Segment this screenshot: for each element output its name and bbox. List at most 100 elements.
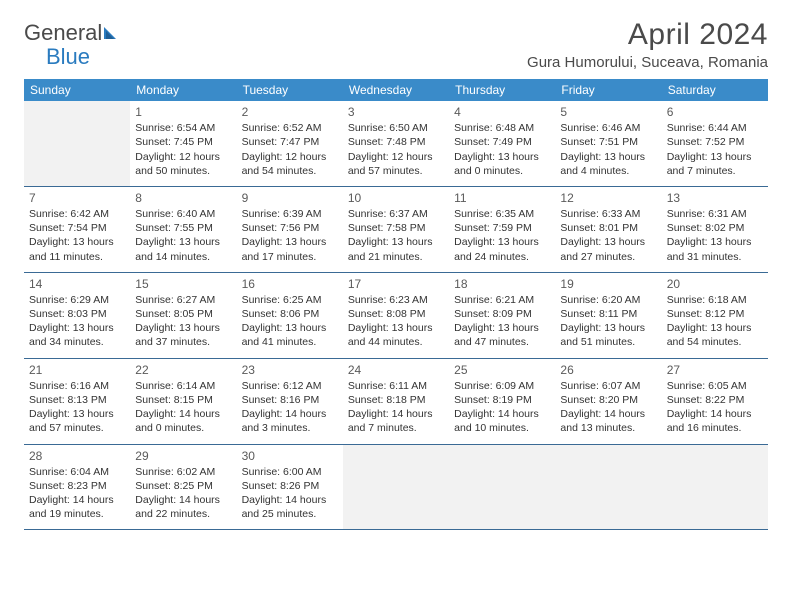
sunset-text: Sunset: 8:22 PM <box>667 393 763 407</box>
day-number: 7 <box>29 190 125 206</box>
logo-sail-icon <box>102 25 122 46</box>
day-cell: 1Sunrise: 6:54 AMSunset: 7:45 PMDaylight… <box>130 101 236 186</box>
daylight-text: Daylight: 13 hours <box>348 321 444 335</box>
day-cell: 10Sunrise: 6:37 AMSunset: 7:58 PMDayligh… <box>343 187 449 272</box>
day-number: 25 <box>454 362 550 378</box>
daylight-text: Daylight: 13 hours <box>135 235 231 249</box>
day-number: 11 <box>454 190 550 206</box>
daylight-text: Daylight: 13 hours <box>135 321 231 335</box>
weekday-header: Tuesday <box>237 79 343 101</box>
day-cell: 3Sunrise: 6:50 AMSunset: 7:48 PMDaylight… <box>343 101 449 186</box>
daylight-text: and 50 minutes. <box>135 164 231 178</box>
daylight-text: and 54 minutes. <box>667 335 763 349</box>
day-cell: 21Sunrise: 6:16 AMSunset: 8:13 PMDayligh… <box>24 359 130 444</box>
day-number: 20 <box>667 276 763 292</box>
calendar-week: 1Sunrise: 6:54 AMSunset: 7:45 PMDaylight… <box>24 101 768 187</box>
daylight-text: and 19 minutes. <box>29 507 125 521</box>
sunrise-text: Sunrise: 6:29 AM <box>29 293 125 307</box>
daylight-text: and 54 minutes. <box>242 164 338 178</box>
daylight-text: Daylight: 14 hours <box>348 407 444 421</box>
day-number: 30 <box>242 448 338 464</box>
sunrise-text: Sunrise: 6:00 AM <box>242 465 338 479</box>
logo-text-block: General Blue <box>24 22 122 69</box>
day-cell: 30Sunrise: 6:00 AMSunset: 8:26 PMDayligh… <box>237 445 343 530</box>
day-number: 2 <box>242 104 338 120</box>
day-cell: 15Sunrise: 6:27 AMSunset: 8:05 PMDayligh… <box>130 273 236 358</box>
daylight-text: Daylight: 13 hours <box>667 321 763 335</box>
sunset-text: Sunset: 7:51 PM <box>560 135 656 149</box>
day-number: 9 <box>242 190 338 206</box>
sunrise-text: Sunrise: 6:44 AM <box>667 121 763 135</box>
sunrise-text: Sunrise: 6:23 AM <box>348 293 444 307</box>
day-cell: 20Sunrise: 6:18 AMSunset: 8:12 PMDayligh… <box>662 273 768 358</box>
sunrise-text: Sunrise: 6:21 AM <box>454 293 550 307</box>
sunrise-text: Sunrise: 6:02 AM <box>135 465 231 479</box>
day-number: 29 <box>135 448 231 464</box>
day-cell: 7Sunrise: 6:42 AMSunset: 7:54 PMDaylight… <box>24 187 130 272</box>
day-cell: 12Sunrise: 6:33 AMSunset: 8:01 PMDayligh… <box>555 187 661 272</box>
day-cell: 18Sunrise: 6:21 AMSunset: 8:09 PMDayligh… <box>449 273 555 358</box>
day-cell: 23Sunrise: 6:12 AMSunset: 8:16 PMDayligh… <box>237 359 343 444</box>
daylight-text: and 25 minutes. <box>242 507 338 521</box>
daylight-text: Daylight: 14 hours <box>135 407 231 421</box>
daylight-text: Daylight: 14 hours <box>29 493 125 507</box>
day-number: 28 <box>29 448 125 464</box>
month-title: April 2024 <box>527 18 768 52</box>
day-number: 17 <box>348 276 444 292</box>
day-number: 23 <box>242 362 338 378</box>
daylight-text: Daylight: 14 hours <box>135 493 231 507</box>
sunrise-text: Sunrise: 6:33 AM <box>560 207 656 221</box>
sunrise-text: Sunrise: 6:07 AM <box>560 379 656 393</box>
weekday-header: Sunday <box>24 79 130 101</box>
day-cell: 17Sunrise: 6:23 AMSunset: 8:08 PMDayligh… <box>343 273 449 358</box>
day-cell: 6Sunrise: 6:44 AMSunset: 7:52 PMDaylight… <box>662 101 768 186</box>
day-cell: 2Sunrise: 6:52 AMSunset: 7:47 PMDaylight… <box>237 101 343 186</box>
day-cell: 4Sunrise: 6:48 AMSunset: 7:49 PMDaylight… <box>449 101 555 186</box>
daylight-text: and 21 minutes. <box>348 250 444 264</box>
sunset-text: Sunset: 8:02 PM <box>667 221 763 235</box>
daylight-text: and 22 minutes. <box>135 507 231 521</box>
daylight-text: Daylight: 13 hours <box>454 235 550 249</box>
sunset-text: Sunset: 8:12 PM <box>667 307 763 321</box>
day-cell: 29Sunrise: 6:02 AMSunset: 8:25 PMDayligh… <box>130 445 236 530</box>
sunrise-text: Sunrise: 6:39 AM <box>242 207 338 221</box>
calendar-page: General Blue April 2024 Gura Humorului, … <box>0 0 792 530</box>
daylight-text: and 34 minutes. <box>29 335 125 349</box>
day-number: 3 <box>348 104 444 120</box>
day-cell: 19Sunrise: 6:20 AMSunset: 8:11 PMDayligh… <box>555 273 661 358</box>
day-number: 1 <box>135 104 231 120</box>
sunset-text: Sunset: 7:59 PM <box>454 221 550 235</box>
calendar-week: 28Sunrise: 6:04 AMSunset: 8:23 PMDayligh… <box>24 445 768 531</box>
daylight-text: Daylight: 13 hours <box>242 321 338 335</box>
day-number: 16 <box>242 276 338 292</box>
calendar-week: 21Sunrise: 6:16 AMSunset: 8:13 PMDayligh… <box>24 359 768 445</box>
sunset-text: Sunset: 7:47 PM <box>242 135 338 149</box>
daylight-text: and 41 minutes. <box>242 335 338 349</box>
daylight-text: Daylight: 13 hours <box>454 150 550 164</box>
day-cell: 28Sunrise: 6:04 AMSunset: 8:23 PMDayligh… <box>24 445 130 530</box>
day-cell-blank <box>555 445 661 530</box>
daylight-text: Daylight: 13 hours <box>29 321 125 335</box>
daylight-text: and 7 minutes. <box>667 164 763 178</box>
daylight-text: and 0 minutes. <box>454 164 550 178</box>
daylight-text: Daylight: 13 hours <box>348 235 444 249</box>
daylight-text: and 0 minutes. <box>135 421 231 435</box>
day-number: 5 <box>560 104 656 120</box>
sunrise-text: Sunrise: 6:09 AM <box>454 379 550 393</box>
sunset-text: Sunset: 8:08 PM <box>348 307 444 321</box>
sunrise-text: Sunrise: 6:48 AM <box>454 121 550 135</box>
sunrise-text: Sunrise: 6:12 AM <box>242 379 338 393</box>
day-cell: 8Sunrise: 6:40 AMSunset: 7:55 PMDaylight… <box>130 187 236 272</box>
day-cell: 22Sunrise: 6:14 AMSunset: 8:15 PMDayligh… <box>130 359 236 444</box>
calendar-week: 14Sunrise: 6:29 AMSunset: 8:03 PMDayligh… <box>24 273 768 359</box>
sunrise-text: Sunrise: 6:11 AM <box>348 379 444 393</box>
daylight-text: Daylight: 13 hours <box>560 235 656 249</box>
sunset-text: Sunset: 8:19 PM <box>454 393 550 407</box>
daylight-text: and 51 minutes. <box>560 335 656 349</box>
day-number: 27 <box>667 362 763 378</box>
daylight-text: and 16 minutes. <box>667 421 763 435</box>
day-number: 21 <box>29 362 125 378</box>
sunset-text: Sunset: 8:01 PM <box>560 221 656 235</box>
day-cell: 16Sunrise: 6:25 AMSunset: 8:06 PMDayligh… <box>237 273 343 358</box>
sunset-text: Sunset: 7:55 PM <box>135 221 231 235</box>
